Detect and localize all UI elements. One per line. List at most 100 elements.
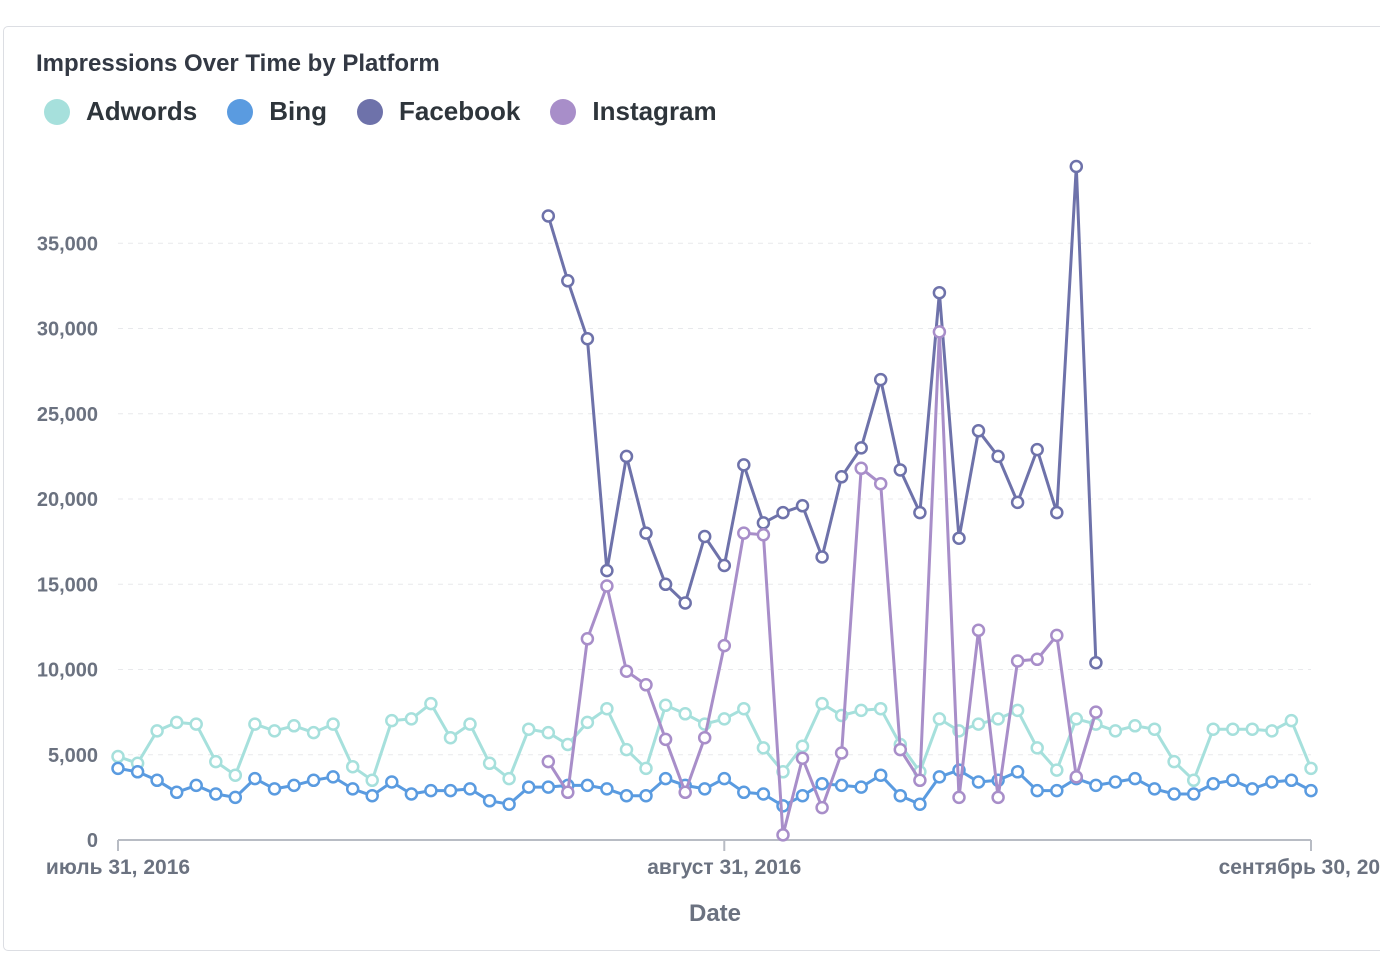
data-point-adwords[interactable]: [717, 712, 732, 726]
data-point-bing[interactable]: [502, 797, 516, 811]
data-point-bing[interactable]: [424, 783, 438, 798]
data-point-bing[interactable]: [1284, 773, 1299, 788]
data-point-instagram[interactable]: [776, 828, 790, 842]
data-point-bing[interactable]: [248, 771, 262, 786]
data-point-instagram[interactable]: [815, 800, 829, 815]
data-point-facebook[interactable]: [1030, 442, 1044, 457]
data-point-bing[interactable]: [463, 782, 477, 796]
data-point-instagram[interactable]: [756, 528, 771, 542]
data-point-adwords[interactable]: [345, 759, 360, 774]
data-point-facebook[interactable]: [834, 470, 849, 484]
data-point-adwords[interactable]: [1284, 713, 1299, 728]
data-point-adwords[interactable]: [1069, 712, 1084, 726]
data-point-bing[interactable]: [1050, 783, 1064, 798]
data-point-adwords[interactable]: [873, 701, 888, 716]
legend-item-facebook[interactable]: Facebook: [357, 96, 520, 127]
data-point-instagram[interactable]: [1089, 705, 1103, 719]
data-point-instagram[interactable]: [873, 476, 888, 491]
data-point-instagram[interactable]: [541, 754, 556, 769]
data-point-facebook[interactable]: [854, 441, 868, 455]
data-point-adwords[interactable]: [971, 717, 986, 731]
data-point-facebook[interactable]: [971, 424, 986, 438]
data-point-bing[interactable]: [795, 788, 810, 803]
data-point-facebook[interactable]: [639, 526, 653, 540]
data-point-bing[interactable]: [287, 778, 301, 793]
data-point-instagram[interactable]: [834, 746, 849, 760]
data-point-facebook[interactable]: [952, 531, 966, 545]
data-point-instagram[interactable]: [697, 730, 712, 745]
data-point-adwords[interactable]: [326, 717, 340, 731]
data-point-adwords[interactable]: [932, 712, 947, 726]
data-point-bing[interactable]: [267, 782, 282, 796]
data-point-adwords[interactable]: [1128, 719, 1142, 733]
data-point-bing[interactable]: [1167, 787, 1181, 801]
data-point-adwords[interactable]: [1245, 722, 1260, 736]
data-point-bing[interactable]: [1226, 773, 1240, 788]
data-point-instagram[interactable]: [580, 632, 595, 646]
data-point-adwords[interactable]: [1108, 724, 1123, 738]
data-point-facebook[interactable]: [776, 505, 790, 520]
data-point-bing[interactable]: [404, 787, 419, 801]
data-point-adwords[interactable]: [404, 712, 419, 726]
data-point-bing[interactable]: [776, 799, 790, 813]
data-point-bing[interactable]: [717, 771, 732, 786]
data-point-bing[interactable]: [365, 788, 379, 803]
data-point-adwords[interactable]: [482, 756, 497, 771]
data-point-adwords[interactable]: [795, 739, 810, 753]
data-point-bing[interactable]: [1245, 782, 1260, 796]
data-point-adwords[interactable]: [169, 715, 184, 730]
data-point-instagram[interactable]: [795, 751, 810, 765]
data-point-instagram[interactable]: [952, 790, 966, 805]
data-point-adwords[interactable]: [385, 713, 399, 728]
data-point-facebook[interactable]: [737, 458, 751, 472]
data-point-bing[interactable]: [1010, 765, 1025, 779]
data-point-bing[interactable]: [345, 782, 360, 796]
data-point-facebook[interactable]: [1069, 159, 1084, 174]
data-point-bing[interactable]: [815, 776, 829, 791]
data-point-facebook[interactable]: [932, 285, 947, 300]
data-point-adwords[interactable]: [678, 707, 692, 721]
data-point-adwords[interactable]: [1304, 761, 1318, 776]
data-point-adwords[interactable]: [287, 719, 301, 733]
data-point-instagram[interactable]: [561, 785, 575, 800]
data-point-adwords[interactable]: [1206, 722, 1220, 736]
data-point-facebook[interactable]: [756, 516, 771, 530]
data-point-bing[interactable]: [169, 785, 184, 800]
data-point-adwords[interactable]: [502, 771, 516, 786]
data-point-instagram[interactable]: [737, 526, 751, 540]
data-point-bing[interactable]: [385, 775, 399, 789]
data-point-instagram[interactable]: [991, 790, 1005, 805]
data-point-bing[interactable]: [756, 787, 771, 801]
data-point-adwords[interactable]: [541, 725, 556, 740]
data-point-bing[interactable]: [1265, 775, 1279, 789]
data-point-adwords[interactable]: [1030, 741, 1044, 755]
data-point-instagram[interactable]: [854, 461, 868, 476]
data-point-adwords[interactable]: [189, 717, 203, 731]
data-point-instagram[interactable]: [678, 785, 692, 800]
legend-item-instagram[interactable]: Instagram: [550, 96, 717, 127]
data-point-adwords[interactable]: [1167, 754, 1181, 769]
data-point-facebook[interactable]: [717, 558, 732, 573]
data-point-adwords[interactable]: [150, 724, 164, 738]
data-point-adwords[interactable]: [854, 703, 868, 718]
data-point-bing[interactable]: [1089, 778, 1103, 793]
data-point-bing[interactable]: [209, 787, 223, 801]
data-point-facebook[interactable]: [873, 372, 888, 387]
legend-item-bing[interactable]: Bing: [227, 96, 327, 127]
data-point-bing[interactable]: [893, 788, 908, 803]
data-point-adwords[interactable]: [248, 717, 262, 731]
data-point-bing[interactable]: [130, 765, 145, 779]
data-point-bing[interactable]: [482, 794, 497, 808]
data-point-bing[interactable]: [1108, 775, 1123, 789]
data-point-instagram[interactable]: [600, 579, 614, 593]
data-point-instagram[interactable]: [971, 623, 986, 638]
data-point-instagram[interactable]: [658, 732, 673, 747]
data-point-bing[interactable]: [873, 768, 888, 782]
data-point-bing[interactable]: [854, 780, 868, 794]
data-point-adwords[interactable]: [1010, 703, 1025, 718]
data-point-adwords[interactable]: [521, 722, 536, 736]
data-point-facebook[interactable]: [678, 596, 692, 610]
data-point-facebook[interactable]: [561, 274, 575, 288]
data-point-adwords[interactable]: [1265, 724, 1279, 738]
data-point-facebook[interactable]: [600, 563, 614, 578]
